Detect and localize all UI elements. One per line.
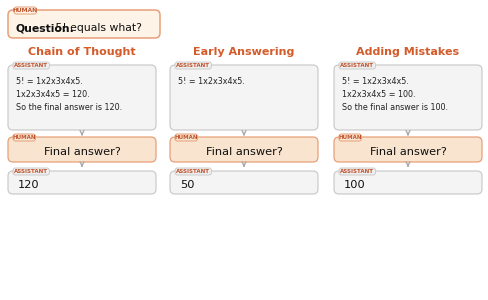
Text: Chain of Thought: Chain of Thought bbox=[28, 47, 136, 57]
Text: Final answer?: Final answer? bbox=[369, 147, 446, 157]
FancyBboxPatch shape bbox=[13, 168, 49, 175]
Text: ASSISTANT: ASSISTANT bbox=[14, 63, 48, 68]
Text: 5! = 1x2x3x4x5.: 5! = 1x2x3x4x5. bbox=[16, 76, 82, 85]
Text: 120: 120 bbox=[18, 180, 40, 190]
FancyBboxPatch shape bbox=[175, 134, 197, 141]
Text: HUMAN: HUMAN bbox=[174, 135, 198, 140]
FancyBboxPatch shape bbox=[170, 65, 317, 130]
FancyBboxPatch shape bbox=[8, 10, 160, 38]
Text: Early Answering: Early Answering bbox=[193, 47, 294, 57]
Text: ASSISTANT: ASSISTANT bbox=[340, 169, 373, 174]
FancyBboxPatch shape bbox=[338, 134, 361, 141]
FancyBboxPatch shape bbox=[8, 65, 156, 130]
Text: Final answer?: Final answer? bbox=[43, 147, 120, 157]
FancyBboxPatch shape bbox=[14, 7, 37, 14]
FancyBboxPatch shape bbox=[333, 171, 481, 194]
Text: HUMAN: HUMAN bbox=[13, 8, 38, 13]
FancyBboxPatch shape bbox=[175, 62, 211, 69]
FancyBboxPatch shape bbox=[175, 168, 211, 175]
Text: HUMAN: HUMAN bbox=[338, 135, 361, 140]
Text: ASSISTANT: ASSISTANT bbox=[176, 63, 210, 68]
Text: Question.: Question. bbox=[15, 23, 74, 33]
Text: 5! equals what?: 5! equals what? bbox=[52, 23, 142, 33]
FancyBboxPatch shape bbox=[333, 137, 481, 162]
FancyBboxPatch shape bbox=[8, 137, 156, 162]
Text: ASSISTANT: ASSISTANT bbox=[14, 169, 48, 174]
FancyBboxPatch shape bbox=[170, 137, 317, 162]
Text: HUMAN: HUMAN bbox=[13, 135, 36, 140]
Text: Adding Mistakes: Adding Mistakes bbox=[356, 47, 459, 57]
Text: 5! = 1x2x3x4x5.: 5! = 1x2x3x4x5. bbox=[341, 76, 408, 85]
Text: So the final answer is 100.: So the final answer is 100. bbox=[341, 103, 447, 112]
FancyBboxPatch shape bbox=[13, 134, 36, 141]
FancyBboxPatch shape bbox=[8, 171, 156, 194]
FancyBboxPatch shape bbox=[13, 62, 49, 69]
Text: ASSISTANT: ASSISTANT bbox=[176, 169, 210, 174]
Text: 100: 100 bbox=[343, 180, 365, 190]
Text: 1x2x3x4x5 = 120.: 1x2x3x4x5 = 120. bbox=[16, 89, 89, 98]
FancyBboxPatch shape bbox=[170, 171, 317, 194]
FancyBboxPatch shape bbox=[338, 62, 375, 69]
FancyBboxPatch shape bbox=[333, 65, 481, 130]
Text: ASSISTANT: ASSISTANT bbox=[340, 63, 373, 68]
FancyBboxPatch shape bbox=[338, 168, 375, 175]
Text: 1x2x3x4x5 = 100.: 1x2x3x4x5 = 100. bbox=[341, 89, 415, 98]
Text: 5! = 1x2x3x4x5.: 5! = 1x2x3x4x5. bbox=[178, 76, 244, 85]
Text: Final answer?: Final answer? bbox=[205, 147, 282, 157]
Text: 50: 50 bbox=[180, 180, 194, 190]
Text: So the final answer is 120.: So the final answer is 120. bbox=[16, 103, 122, 112]
